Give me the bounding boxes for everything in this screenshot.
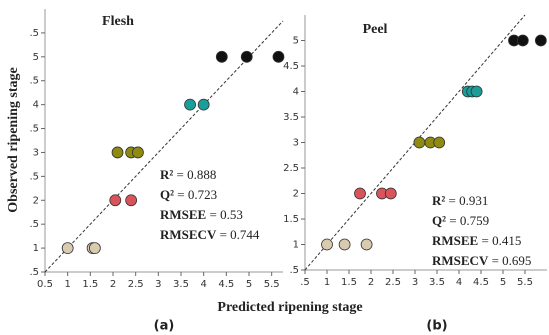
stat-value: = 0.723 — [174, 187, 217, 202]
stat-value: = 0.931 — [445, 193, 488, 208]
panel: .5 1 1.5 2 2.5 3 3.5 4 4.5 5 5.5 .5 1 1.5 2 2.5 3 3.5 4 4.5… — [283, 14, 547, 334]
stat-label: Q² — [432, 213, 446, 228]
point — [516, 34, 529, 47]
stat-value: = 0.415 — [478, 233, 521, 248]
y-tick-label: .5 — [29, 124, 39, 135]
x-tick-label: 2 — [368, 277, 374, 288]
y-tick-label: .5 — [29, 28, 39, 39]
stat-label: RMSEE — [432, 233, 478, 248]
y-tick-label: 4.5 — [283, 61, 299, 72]
y-tick-label: .5 — [29, 219, 39, 230]
point — [338, 238, 351, 251]
point — [321, 238, 333, 251]
y-tick-label: 3 — [33, 147, 39, 158]
x-tick-label: 3 — [412, 277, 418, 288]
point — [272, 50, 285, 63]
identity-line — [44, 20, 284, 273]
x-tick-label: 1.5 — [82, 279, 98, 290]
x-tick-label: 4.5 — [218, 279, 234, 290]
stat-label: RMSEE — [160, 207, 206, 222]
stat-value: = 0.888 — [173, 167, 216, 182]
y-tick-label: 5 — [293, 36, 299, 47]
x-tick-label: 3 — [155, 279, 161, 290]
identity-line — [304, 14, 526, 271]
y-tick-label: 5 — [33, 52, 39, 63]
x-tick-label: 5.5 — [517, 277, 533, 288]
x-tick-label: 1 — [324, 277, 330, 288]
point — [470, 85, 483, 98]
point — [240, 50, 253, 63]
x-tick-label: 2.5 — [128, 279, 144, 290]
stat: RMSEE = 0.53 — [160, 207, 243, 222]
stat-label: RMSECV — [160, 227, 217, 242]
stat: R² = 0.888 — [160, 167, 216, 182]
panel-title: Flesh — [102, 14, 134, 29]
point — [125, 194, 138, 207]
x-tick-label: 3.5 — [429, 277, 445, 288]
stat: Q² = 0.759 — [432, 213, 489, 228]
y-tick-label: 1.5 — [283, 214, 299, 225]
y-tick-label: 4 — [293, 87, 299, 98]
point — [197, 98, 210, 111]
y-tick-label: 2.5 — [283, 163, 299, 174]
point — [109, 194, 122, 207]
x-tick-label: 5 — [246, 279, 252, 290]
point — [88, 242, 101, 254]
y-tick-label: 1 — [293, 240, 299, 251]
panel-label: (b) — [426, 319, 447, 334]
x-tick-label: 1 — [64, 279, 70, 290]
x-tick-label: 4 — [456, 277, 462, 288]
stat-value: = 0.744 — [216, 227, 260, 242]
point — [184, 98, 196, 111]
x-tick-label: 4 — [200, 279, 206, 290]
point — [354, 187, 366, 200]
y-tick-label: .5 — [289, 265, 299, 276]
stat: RMSEE = 0.415 — [432, 233, 521, 248]
x-tick-label: 5 — [500, 277, 506, 288]
y-tick-label: 3.5 — [283, 112, 299, 123]
panel-title: Peel — [363, 22, 388, 37]
stat-label: Q² — [160, 187, 174, 202]
x-tick-label: 2.5 — [385, 277, 401, 288]
stat-label: RMSECV — [432, 253, 489, 268]
y-axis-label: Observed ripening stage — [6, 67, 21, 212]
x-tick-label: 0.5 — [37, 279, 53, 290]
y-tick-label: 2 — [33, 195, 39, 206]
stat-value: = 0.695 — [488, 253, 531, 268]
stat: R² = 0.931 — [432, 193, 488, 208]
panel-label: (a) — [154, 319, 175, 334]
stat-label: R² — [432, 193, 445, 208]
y-tick-label: 3 — [293, 138, 299, 149]
y-tick-label: 1 — [33, 243, 39, 254]
point — [384, 187, 397, 200]
x-axis-label: Predicted ripening stage — [217, 300, 362, 315]
stat-value: = 0.53 — [206, 207, 243, 222]
x-tick-label: .5 — [300, 277, 310, 288]
y-tick-label: .5 — [29, 76, 39, 87]
x-tick-label: 4.5 — [473, 277, 489, 288]
panel: 0.5 1 1.5 2 2.5 3 3.5 4 4.5 5 5.5.51.52.53.54.55.5… — [29, 9, 285, 334]
point — [534, 34, 547, 47]
point — [413, 136, 426, 149]
x-tick-label: 2 — [110, 279, 116, 290]
stat-value: = 0.759 — [446, 213, 489, 228]
x-tick-label: 5.5 — [264, 279, 280, 290]
x-tick-label: 1.5 — [341, 277, 357, 288]
stat: RMSECV = 0.695 — [432, 253, 531, 268]
y-tick-label: 2 — [293, 189, 299, 200]
stat: RMSECV = 0.744 — [160, 227, 260, 242]
stat: Q² = 0.723 — [160, 187, 217, 202]
stat-label: R² — [160, 167, 173, 182]
point — [360, 238, 373, 251]
y-tick-label: .5 — [29, 267, 39, 278]
point — [433, 136, 446, 149]
point — [132, 146, 144, 159]
x-tick-label: 3.5 — [173, 279, 189, 290]
y-tick-label: 4 — [33, 100, 39, 111]
point — [111, 146, 124, 159]
point — [61, 242, 74, 254]
y-tick-label: .5 — [29, 171, 39, 182]
point — [215, 50, 228, 63]
